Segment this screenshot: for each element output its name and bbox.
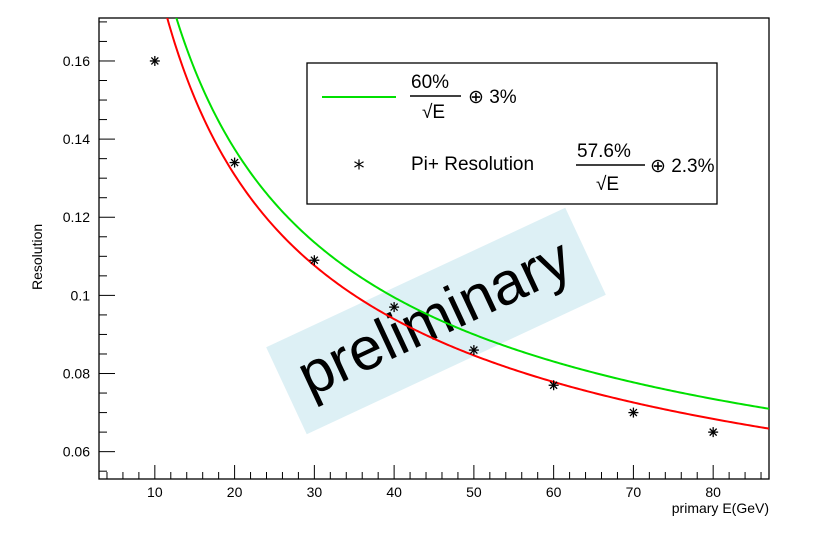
x-tick-label: 10 xyxy=(147,484,163,500)
x-tick-label: 70 xyxy=(626,484,642,500)
x-tick-label: 50 xyxy=(466,484,482,500)
legend-points-marker: * xyxy=(354,157,365,182)
x-axis-title: primary E(GeV) xyxy=(672,500,769,516)
y-tick-label: 0.16 xyxy=(63,53,90,69)
legend-box xyxy=(306,62,718,205)
plot-frame xyxy=(98,17,770,480)
legend-points-prefix: Pi+ Resolution xyxy=(411,154,534,175)
data-point xyxy=(229,157,240,168)
data-point xyxy=(628,407,639,418)
data-point xyxy=(389,302,400,313)
red-curve xyxy=(166,18,769,430)
legend-points-suffix: ⊕ 2.3% xyxy=(650,156,715,177)
data-point xyxy=(309,255,320,266)
x-tick-label: 30 xyxy=(307,484,323,500)
y-tick-label: 0.12 xyxy=(63,209,90,225)
y-tick-label: 0.08 xyxy=(63,366,90,382)
x-tick-label: 60 xyxy=(546,484,562,500)
x-tick-label: 20 xyxy=(227,484,243,500)
legend-points-fraction-denominator: √E xyxy=(596,174,619,195)
data-point xyxy=(468,345,479,356)
curves xyxy=(166,18,769,430)
watermark-box xyxy=(266,207,606,435)
green-curve xyxy=(175,18,769,410)
y-tick-label: 0.14 xyxy=(63,131,90,147)
data-points xyxy=(149,55,719,438)
y-axis: 0.06 0.08 0.1 0.12 0.14 0.16 xyxy=(63,21,115,472)
x-tick-label: 40 xyxy=(386,484,402,500)
x-tick-label: 80 xyxy=(705,484,721,500)
legend-green-fraction-numerator: 60% xyxy=(411,72,449,93)
data-point xyxy=(708,427,719,438)
legend-points-fraction-numerator: 57.6% xyxy=(577,141,631,162)
legend-green-suffix: ⊕ 3% xyxy=(468,87,517,108)
y-tick-label: 0.1 xyxy=(71,287,91,303)
watermark: preliminary xyxy=(266,207,606,435)
legend-green-fraction-denominator: √E xyxy=(422,102,445,123)
data-point xyxy=(548,380,559,391)
y-tick-label: 0.06 xyxy=(63,444,90,460)
y-axis-title: Resolution xyxy=(29,224,45,290)
legend: 60% √E ⊕ 3% * Pi+ Resolution 57.6% √E ⊕ … xyxy=(306,62,718,205)
data-point xyxy=(149,55,160,66)
x-axis: 10 20 30 40 50 60 70 80 xyxy=(106,465,762,500)
